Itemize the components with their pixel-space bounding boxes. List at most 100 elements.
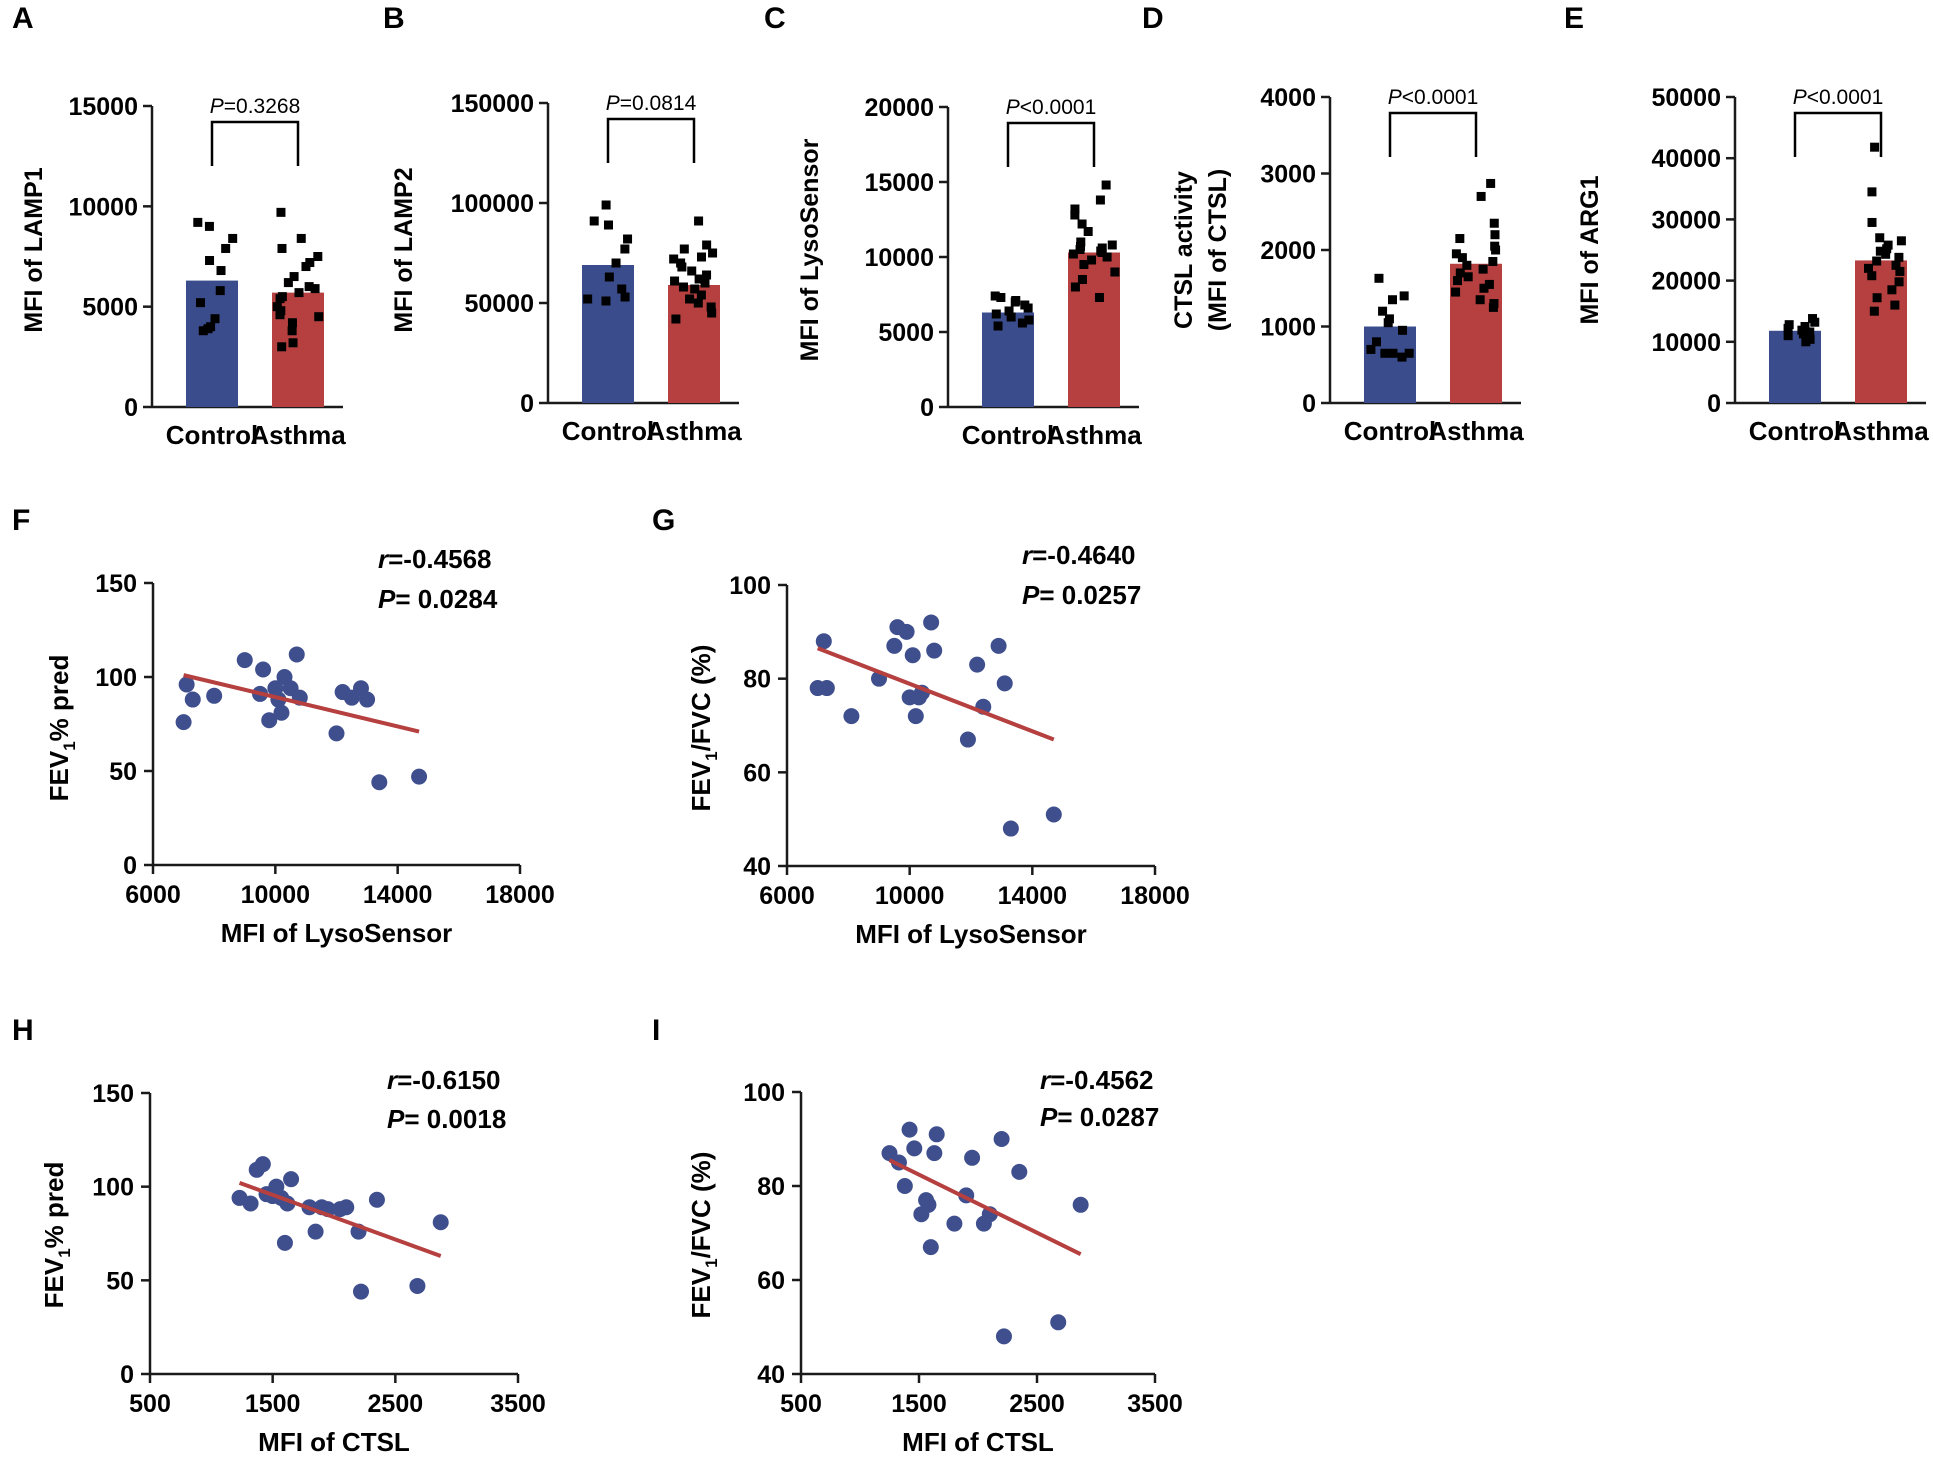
data-point <box>696 290 706 300</box>
data-point <box>216 266 226 276</box>
y-tick-label: 60 <box>757 1267 785 1295</box>
scatter-point <box>328 725 345 742</box>
data-point <box>1783 323 1793 333</box>
x-category-label: Asthma <box>250 420 346 450</box>
y-tick-label: 0 <box>520 390 534 418</box>
y-axis-label: FEV1/FVC (%) <box>686 1152 721 1319</box>
data-point <box>708 248 718 258</box>
data-point <box>1077 219 1087 229</box>
y-tick-label: 40000 <box>1651 145 1721 173</box>
panel-letter: C <box>764 2 786 35</box>
y-tick-label: 5000 <box>82 294 138 322</box>
scatter-point <box>409 1277 426 1294</box>
y-tick-label: 100000 <box>451 190 534 218</box>
data-point <box>215 286 225 296</box>
scatter-point <box>261 712 278 729</box>
scatter-point <box>904 647 921 664</box>
p-value: <0.0001 <box>1020 96 1097 119</box>
panel-i: I 40 60 80 100 500 1500 2500 3500 MFI of CTSL FEV1… <box>652 1014 1183 1457</box>
scatter-point <box>432 1214 449 1231</box>
y-axis-label-main: FEV <box>44 750 74 801</box>
r-value: =-0.6150 <box>397 1065 500 1095</box>
p-value-text: P<0.0001 <box>1793 86 1884 109</box>
data-point <box>694 216 704 226</box>
data-point <box>1371 337 1381 347</box>
data-point <box>1453 276 1463 286</box>
p-value-text: P=0.0814 <box>606 92 697 115</box>
p-label: P <box>387 1104 405 1134</box>
data-point <box>1457 253 1467 263</box>
scatter-point <box>926 1145 943 1162</box>
y-tick-label: 40 <box>743 853 771 881</box>
data-point <box>204 221 214 231</box>
y-tick-label: 40 <box>757 1361 785 1389</box>
p-value: <0.0001 <box>1807 86 1884 109</box>
y-tick-label: 0 <box>123 852 137 880</box>
data-point <box>275 310 285 320</box>
y-tick-label: 0 <box>120 1361 134 1389</box>
data-point <box>1023 303 1033 313</box>
data-point <box>277 243 287 253</box>
control-bar <box>186 280 238 407</box>
y-axis-label-subscript: 1 <box>55 1248 74 1257</box>
data-point <box>620 292 630 302</box>
x-axis-label: MFI of CTSL <box>258 1427 410 1457</box>
y-axis-label-subscript: 1 <box>702 1258 721 1267</box>
data-point <box>228 233 238 243</box>
data-point <box>693 298 703 308</box>
data-point <box>604 272 614 282</box>
scatter-point <box>886 637 903 654</box>
scatter-point <box>242 1195 259 1212</box>
regression-line <box>238 1181 442 1258</box>
y-tick-label: 100 <box>95 664 137 692</box>
data-point <box>1102 252 1112 262</box>
x-tick-label: 3500 <box>1127 1390 1183 1418</box>
x-tick-label: 10000 <box>875 882 945 910</box>
scatter-point <box>307 1223 324 1240</box>
scatter-point <box>926 642 943 659</box>
significance-bracket <box>210 120 300 166</box>
p-value-label: P <box>1793 86 1807 109</box>
panel-letter: B <box>383 2 405 35</box>
data-point <box>1366 344 1376 354</box>
data-point <box>1867 187 1877 197</box>
data-point <box>275 294 285 304</box>
y-tick-label: 15000 <box>864 169 934 197</box>
data-point <box>623 234 633 244</box>
scatter-point <box>1011 1163 1028 1180</box>
p-value-text: P= 0.0257 <box>1022 580 1141 610</box>
data-point <box>301 262 311 272</box>
y-axis-label-rest: % pred <box>39 1162 69 1249</box>
y-tick-label: 100 <box>743 1079 785 1107</box>
y-tick-label: 0 <box>920 394 934 422</box>
data-point <box>1455 268 1465 278</box>
y-tick-label: 150000 <box>451 90 534 118</box>
data-point <box>1094 293 1104 302</box>
data-point <box>304 282 314 292</box>
data-point <box>1070 210 1080 220</box>
scatter-point <box>907 708 924 725</box>
data-point <box>1891 260 1901 270</box>
p-value-text: P=0.3268 <box>210 95 301 118</box>
data-point <box>687 266 697 276</box>
data-point <box>1004 306 1014 316</box>
p-value-label: P <box>1388 86 1402 109</box>
data-point <box>1479 283 1489 293</box>
x-tick-label: 18000 <box>485 881 555 909</box>
data-point <box>203 324 213 334</box>
y-tick-label: 60 <box>743 759 771 787</box>
scatter-point <box>990 637 1007 654</box>
data-point <box>196 298 206 308</box>
y-tick-label: 0 <box>1302 390 1316 418</box>
scatter-point <box>993 1131 1010 1147</box>
p-value-text: P<0.0001 <box>1006 96 1097 119</box>
scatter-point <box>178 676 195 693</box>
x-tick-label: 2500 <box>1009 1390 1065 1418</box>
data-point <box>601 296 611 306</box>
p-value-text: P<0.0001 <box>1388 86 1479 109</box>
data-point <box>314 312 324 322</box>
scatter-point <box>896 1178 913 1194</box>
data-point <box>991 309 1001 319</box>
data-point <box>1890 300 1900 310</box>
